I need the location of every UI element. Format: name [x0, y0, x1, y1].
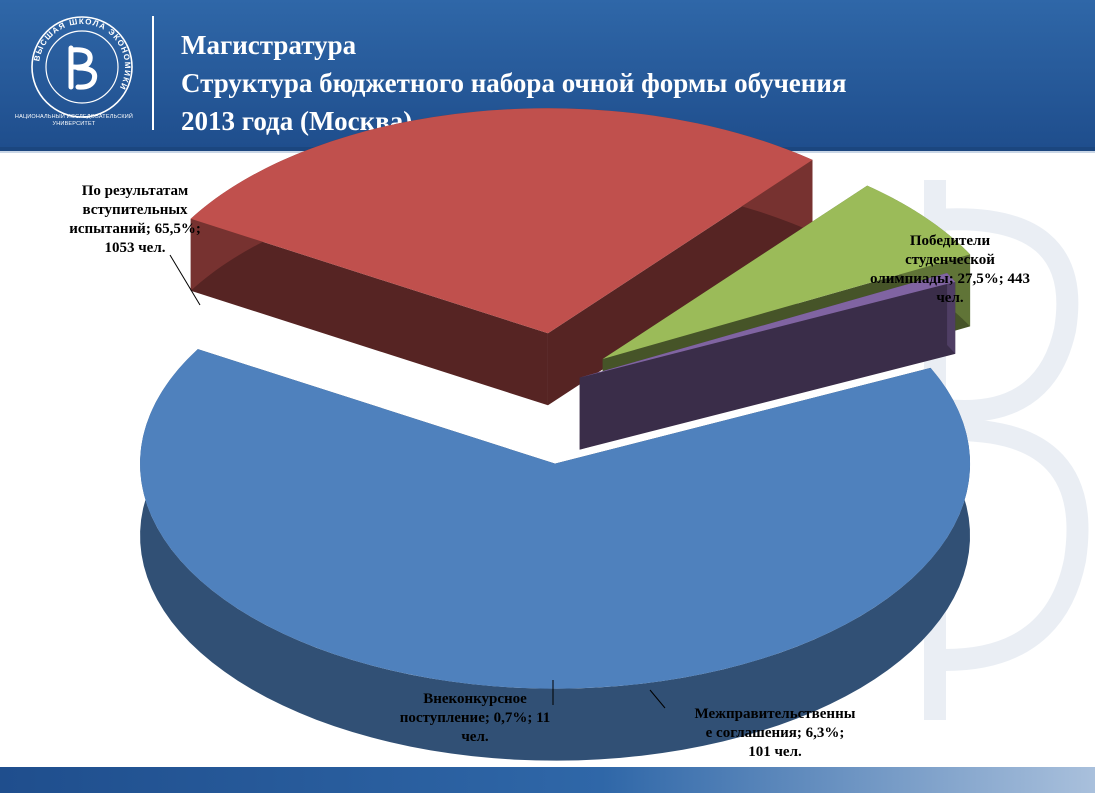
data-label-line: Внеконкурсное: [423, 691, 527, 707]
logo-caption: НАЦИОНАЛЬНЫЙ ИССЛЕДОВАТЕЛЬСКИЙ УНИВЕРСИТ…: [14, 114, 134, 127]
header-separator: [152, 16, 154, 130]
data-label-line: 1053 чел.: [104, 240, 166, 256]
data-label-line: олимпиады; 27,5%; 443: [870, 271, 1030, 287]
data-label-line: По результатам: [81, 183, 189, 199]
page-title: Магистратура Структура бюджетного набора…: [181, 26, 847, 140]
data-label-entrance: По результатам вступительных испытаний; 65…: [40, 182, 230, 258]
pie-side-extra-end: [579, 281, 956, 450]
leader-line-entrance: [169, 254, 201, 306]
pie-top-entrance: [140, 349, 971, 689]
pie-slice-extra: [579, 272, 956, 450]
data-label-olympiad: Победители студенческой олимпиады; 27,5%; …: [840, 232, 1060, 308]
hse-logo: ВЫСШАЯ ШКОЛА ЭКОНОМИКИ: [31, 16, 133, 118]
data-label-extra: Внеконкурсное поступление; 0,7%; 11 чел.: [375, 690, 575, 747]
pie-slice-entrance: [140, 349, 971, 761]
data-label-line: Межправительственны: [694, 706, 856, 722]
title-line-1: Магистратура: [181, 30, 357, 60]
data-label-line: вступительных: [82, 202, 188, 218]
data-label-line: чел.: [461, 729, 489, 745]
pie-rim-extra: [947, 272, 956, 354]
pie-top-intergov: [602, 185, 971, 360]
data-label-line: чел.: [936, 290, 964, 306]
pie-top-olympiad: [190, 108, 813, 334]
data-label-line: е соглашения; 6,3%;: [705, 725, 845, 741]
data-label-line: 101 чел.: [748, 744, 802, 760]
pie-side-olympiad-start: [190, 218, 548, 406]
pie-top-extra: [579, 272, 956, 378]
title-line-2: Структура бюджетного набора очной формы …: [181, 68, 847, 98]
slide-footer: [0, 767, 1095, 793]
data-label-intergov: Межправительственны е соглашения; 6,3%; 10…: [670, 705, 880, 762]
data-label-line: поступление; 0,7%; 11: [399, 710, 551, 726]
data-label-line: студенческой: [905, 252, 995, 268]
leader-line-intergov: [649, 689, 666, 709]
data-label-line: Победители: [909, 233, 991, 249]
data-label-line: испытаний; 65,5%;: [69, 221, 201, 237]
pie-slice-olympiad: [190, 108, 813, 406]
pie-side-olympiad-end: [547, 159, 813, 406]
